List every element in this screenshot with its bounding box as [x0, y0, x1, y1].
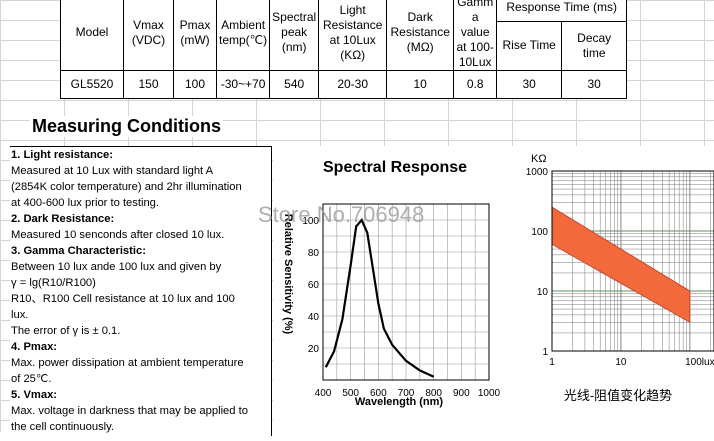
cell-spectral: 540: [269, 70, 320, 99]
y-tick-label: 20: [308, 344, 320, 355]
condition-line: Between 10 lux ande 100 lux and given by: [11, 261, 222, 273]
header-vmax: Vmax (VDC): [123, 0, 174, 71]
condition-line: R10、R100 Cell resistance at 10 lux and 1…: [11, 293, 235, 305]
condition-line: lux.: [11, 309, 29, 321]
spectral-series-line: [324, 217, 435, 378]
resistance-chart-title: 光线-阻值变化趋势: [564, 388, 672, 403]
header-ambient: Ambient temp(℃): [215, 0, 271, 71]
conditions-box: 1. Light resistance: Measured at 10 Lux w…: [10, 146, 272, 436]
cell-vmax: 150: [123, 70, 174, 99]
x-tick-label: 1: [549, 357, 555, 368]
x-tick-label: 400: [315, 388, 332, 399]
y-tick-label: 1: [542, 347, 548, 358]
y-tick-label: 10: [537, 287, 549, 298]
condition-line: Max. voltage in darkness that may be app…: [11, 405, 248, 417]
header-rise-time: Rise Time: [496, 20, 563, 72]
cell-decay-time: 30: [561, 70, 628, 99]
spectral-y-ticks: 20 40 60 80 100: [302, 216, 319, 355]
condition-heading: 4. Pmax:: [11, 341, 58, 353]
resistance-y-ticks: 1000 100 10 1: [526, 167, 549, 358]
cell-ambient: -30~+70: [215, 70, 271, 99]
y-tick-label: 60: [308, 280, 320, 291]
condition-heading: 5. Vmax:: [11, 389, 58, 401]
x-tick-label: 700: [398, 388, 415, 399]
cell-gamma: 0.8: [453, 70, 498, 99]
x-tick-label: 900: [453, 388, 470, 399]
header-decay-time: Decay time: [561, 20, 628, 72]
condition-line: Measured 10 senconds after closed 10 lux…: [11, 229, 225, 241]
header-response-time: Response Time (ms): [496, 0, 628, 22]
condition-line: γ = lg(R10/R100): [11, 277, 96, 289]
y-tick-label: 100: [531, 227, 548, 238]
resistance-plot-frame: [551, 170, 714, 352]
spectral-ylabel: Relative Sensitivity (%): [282, 214, 294, 335]
y-tick-label: 100: [302, 216, 319, 227]
charts-svg: Spectral Response 400 500 600 700 800 900 1000…: [282, 153, 714, 408]
spectral-grid: [322, 203, 490, 381]
condition-line: Measured at 10 Lux with standard light A: [11, 165, 214, 177]
condition-line: at 400-600 lux prior to testing.: [11, 197, 160, 209]
charts-panel: Spectral Response 400 500 600 700 800 900 1000…: [273, 146, 714, 436]
resistance-x-ticks: 1 10 100lux: [549, 357, 714, 368]
x-tick-label: 100lux: [685, 357, 714, 368]
x-tick-label: 10: [615, 357, 627, 368]
condition-line: (2854K color temperature) and 2hr illumi…: [11, 181, 242, 193]
spectral-x-ticks: 400 500 600 700 800 900 1000: [315, 388, 501, 399]
condition-line: the cell continuously.: [11, 421, 115, 433]
cell-pmax: 100: [173, 70, 217, 99]
y-tick-label: 1000: [526, 167, 549, 178]
cell-dark-resistance: 10: [386, 70, 455, 99]
header-spectral: Spectral peak (nm): [269, 0, 320, 71]
spectral-plot-frame: [322, 203, 490, 381]
cell-rise-time: 30: [496, 70, 563, 99]
cell-light-resistance: 20-30: [318, 70, 388, 99]
x-tick-label: 1000: [478, 388, 501, 399]
header-gamma: Gamm a value at 100- 10Lux: [453, 0, 498, 71]
x-tick-label: 600: [370, 388, 387, 399]
header-pmax: Pmax (mW): [173, 0, 217, 71]
header-dark-resistance: Dark Resistance (MΩ): [386, 0, 455, 71]
y-tick-label: 80: [308, 248, 320, 259]
x-tick-label: 800: [425, 388, 442, 399]
spectral-xlabel: Wavelength (nm): [355, 396, 444, 408]
y-tick-label: 40: [308, 312, 320, 323]
condition-line: The error of γ is ± 0.1.: [11, 325, 121, 337]
spectral-chart-title: Spectral Response: [323, 159, 467, 176]
condition-line: of 25℃.: [11, 373, 52, 385]
section-title: Measuring Conditions: [30, 116, 223, 137]
header-model: Model: [60, 0, 124, 71]
resistance-ylabel: KΩ: [531, 153, 547, 165]
condition-heading: 1. Light resistance:: [11, 149, 113, 161]
condition-heading: 3. Gamma Characteristic:: [11, 245, 146, 257]
store-watermark: Store No.706948: [258, 202, 425, 227]
condition-line: Max. power dissipation at ambient temper…: [11, 357, 244, 369]
header-light-resistance: Light Resistance at 10Lux (KΩ): [318, 0, 388, 71]
spec-table: Model Vmax (VDC) Pmax (mW) Ambient temp(℃) …: [60, 0, 628, 99]
cell-model: GL5520: [60, 70, 124, 99]
condition-heading: 2. Dark Resistance:: [11, 213, 115, 225]
x-tick-label: 500: [342, 388, 359, 399]
